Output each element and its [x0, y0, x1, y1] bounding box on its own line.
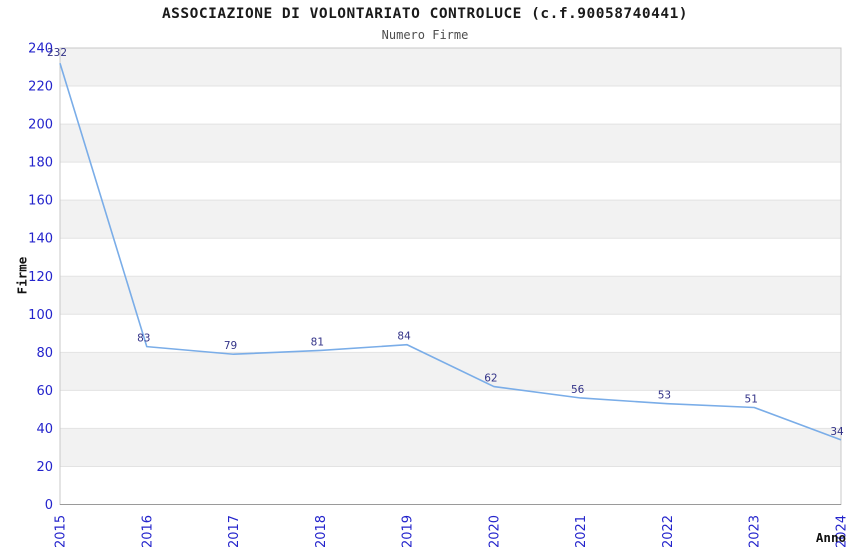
y-tick-label: 160: [28, 194, 53, 209]
x-tick-label: 2023: [748, 515, 763, 548]
grid-band: [60, 428, 841, 467]
data-point-label: 79: [224, 340, 237, 352]
x-tick-label: 2015: [54, 515, 69, 548]
y-tick-label: 40: [36, 422, 53, 437]
data-point-label: 53: [658, 390, 671, 402]
y-tick-label: 200: [28, 118, 53, 133]
y-tick-label: 20: [36, 460, 53, 475]
grid-band: [60, 48, 841, 87]
x-tick-label: 2024: [835, 515, 850, 548]
data-point-label: 84: [397, 331, 411, 343]
y-tick-label: 220: [28, 80, 53, 95]
y-tick-label: 180: [28, 156, 53, 171]
data-point-label: 232: [47, 47, 67, 59]
x-axis-label: Anno: [815, 530, 846, 545]
x-tick-label: 2017: [227, 515, 242, 548]
grid-band: [60, 124, 841, 163]
y-tick-label: 240: [28, 42, 53, 57]
y-tick-label: 120: [28, 270, 53, 285]
data-point-label: 56: [571, 384, 585, 396]
y-tick-label: 140: [28, 232, 53, 247]
x-tick-label: 2020: [487, 515, 502, 548]
x-tick-label: 2016: [140, 515, 155, 548]
data-line: [59, 62, 842, 441]
y-tick-label: 0: [45, 498, 53, 513]
y-tick-label: 60: [36, 384, 53, 399]
data-point-label: 81: [311, 336, 324, 348]
data-point-label: 34: [830, 426, 844, 438]
x-tick-label: 2022: [661, 515, 676, 548]
chart-title: ASSOCIAZIONE DI VOLONTARIATO CONTROLUCE …: [161, 6, 689, 22]
grid-band: [60, 276, 841, 315]
grid-band: [60, 200, 841, 239]
x-tick-label: 2021: [574, 515, 589, 548]
grid-band: [60, 352, 841, 391]
y-tick-label: 100: [28, 308, 53, 323]
data-point-label: 51: [745, 393, 758, 405]
y-axis-label: Firme: [14, 256, 30, 295]
x-tick-label: 2018: [314, 515, 329, 548]
chart-subtitle: Numero Firme: [381, 28, 469, 42]
data-point-label: 62: [484, 373, 497, 385]
y-tick-label: 80: [36, 346, 53, 361]
x-tick-label: 2019: [401, 515, 416, 548]
data-point-label: 83: [137, 333, 150, 345]
